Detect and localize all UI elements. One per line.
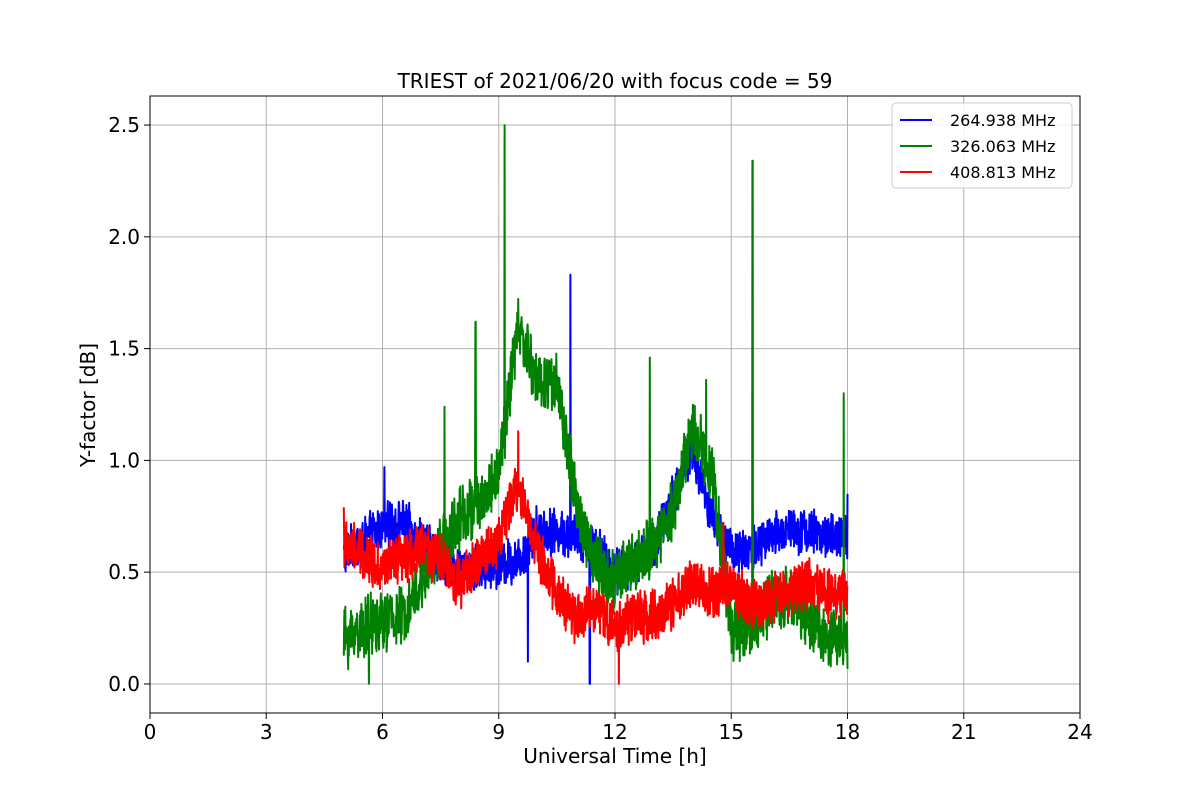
grid [149,96,1081,713]
series-line-2 [342,430,849,685]
legend-label: 408.813 MHz [950,163,1055,182]
y-tick-label: 2.0 [108,225,140,249]
y-tick-label: 0.0 [108,672,140,696]
x-tick-label: 15 [719,720,744,744]
legend-label: 326.063 MHz [950,137,1055,156]
y-axis: 0.0 0.5 1.0 1.5 2.0 2.5 [108,113,150,696]
x-tick-label: 6 [376,720,389,744]
x-tick-label: 18 [835,720,860,744]
chart-title: TRIEST of 2021/06/20 with focus code = 5… [397,69,833,93]
legend-box [891,102,1073,189]
x-tick-label: 12 [602,720,627,744]
legend-label: 264.938 MHz [950,111,1055,130]
series-layer [342,124,849,685]
y-tick-label: 0.5 [108,560,140,584]
x-axis-label: Universal Time [h] [523,744,706,768]
y-tick-label: 2.5 [108,113,140,137]
legend: 264.938 MHz 326.063 MHz 408.813 MHz [891,102,1073,189]
x-tick-label: 0 [144,720,157,744]
y-tick-label: 1.5 [108,337,140,361]
y-tick-label: 1.0 [108,448,140,472]
x-tick-label: 21 [951,720,976,744]
x-tick-label: 9 [492,720,505,744]
x-tick-label: 24 [1067,720,1092,744]
x-axis: 0 3 6 9 12 15 18 21 24 [144,713,1093,744]
y-axis-label: Y-factor [dB] [76,343,100,468]
x-tick-label: 3 [260,720,273,744]
